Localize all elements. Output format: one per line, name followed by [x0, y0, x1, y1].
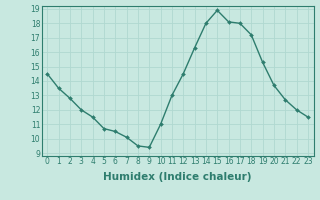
- X-axis label: Humidex (Indice chaleur): Humidex (Indice chaleur): [103, 172, 252, 182]
